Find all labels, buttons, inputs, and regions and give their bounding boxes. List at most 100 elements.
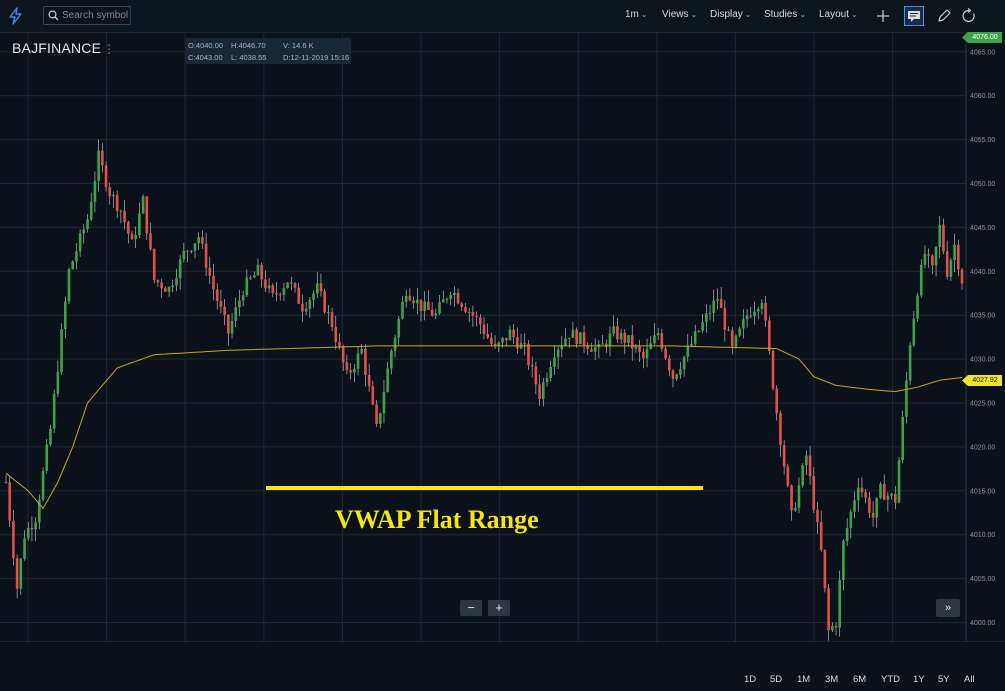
candle-body: [8, 482, 12, 521]
candle-body: [404, 295, 408, 302]
candle-body: [67, 269, 71, 302]
candle-body: [482, 324, 486, 334]
candle-body: [93, 180, 97, 202]
candle-body: [916, 295, 919, 319]
pencil-icon[interactable]: [934, 6, 954, 26]
range-5y[interactable]: 5Y: [938, 674, 950, 685]
range-5d[interactable]: 5D: [770, 674, 783, 685]
candle-body: [208, 267, 212, 276]
candle-body: [901, 416, 905, 461]
layout-label: Layout: [819, 9, 850, 20]
candle-body: [34, 522, 37, 530]
interval-menu[interactable]: 1m ⌄: [625, 9, 648, 20]
views-menu[interactable]: Views ⌄: [662, 9, 697, 20]
candle-body: [434, 313, 438, 316]
candle-body: [756, 309, 760, 312]
y-tick-label: 4025.00: [970, 401, 995, 408]
candle-body: [160, 282, 163, 289]
candle-body: [853, 500, 856, 512]
symbol-more-icon[interactable]: ⋮: [103, 42, 115, 56]
chat-icon[interactable]: [904, 6, 924, 26]
candle-body: [538, 384, 541, 399]
candle-body: [575, 329, 578, 344]
candle-body: [645, 349, 649, 359]
candle-body: [527, 343, 530, 366]
lightning-icon[interactable]: [7, 7, 25, 25]
candle-body: [145, 196, 149, 234]
zoom-in-button[interactable]: +: [488, 600, 510, 616]
layout-menu[interactable]: Layout ⌄: [819, 9, 858, 20]
candle-body: [553, 357, 556, 368]
candle-body: [12, 520, 15, 559]
candle-body: [753, 311, 756, 317]
refresh-icon[interactable]: [959, 6, 979, 26]
range-all[interactable]: All: [964, 674, 975, 685]
candle-body: [38, 499, 41, 523]
search-box[interactable]: [43, 6, 131, 25]
candle-body: [238, 300, 241, 308]
candle-body: [156, 280, 160, 283]
price-chart[interactable]: 4065.00 4060.00 4055.00 4050.00 4045.00 4040.…: [0, 33, 1005, 642]
candle-body: [63, 301, 67, 330]
range-3m[interactable]: 3M: [825, 674, 839, 685]
candle-body: [75, 251, 78, 262]
plus-icon[interactable]: [873, 6, 893, 26]
candle-body: [52, 393, 56, 429]
candle-body: [675, 374, 678, 379]
candle-body: [834, 625, 838, 628]
candle-body: [849, 511, 853, 529]
candle-body: [371, 386, 375, 405]
candle-body: [78, 233, 82, 252]
candle-body: [182, 250, 186, 260]
candle-body: [386, 368, 389, 392]
candle-body: [619, 332, 623, 340]
display-menu[interactable]: Display ⌄: [710, 9, 752, 20]
range-6m[interactable]: 6M: [853, 674, 867, 685]
candle-body: [894, 493, 897, 503]
candle-body: [819, 522, 823, 550]
candle-body: [679, 369, 682, 375]
candle-body: [771, 351, 775, 389]
date-value: D:12-11-2019 15:16: [283, 53, 350, 62]
candle-body: [175, 278, 178, 286]
volume-value: V: 14.6 K: [283, 41, 314, 50]
y-tick-label: 4010.00: [970, 532, 995, 539]
candle-body: [401, 301, 404, 319]
candle-body: [908, 345, 912, 381]
search-input[interactable]: [62, 8, 128, 23]
candle-body: [286, 282, 289, 288]
scroll-right-button[interactable]: »: [936, 599, 960, 617]
candle-body: [623, 332, 627, 343]
candle-body: [949, 260, 953, 277]
candle-body: [749, 315, 753, 317]
candle-body: [26, 527, 30, 539]
candle-body: [423, 301, 427, 312]
candle-body: [534, 366, 538, 385]
candle-body: [875, 497, 879, 518]
candle-body: [412, 300, 415, 304]
candle-body: [304, 308, 308, 312]
symbol-name[interactable]: BAJFINANCE: [12, 40, 102, 56]
range-ytd[interactable]: YTD: [881, 674, 900, 685]
candle-body: [812, 476, 816, 510]
candle-body: [141, 196, 145, 214]
candle-body: [734, 335, 738, 347]
candle-body: [864, 492, 867, 498]
candle-body: [667, 358, 671, 371]
range-selector: 1D 5D 1M 3M 6M YTD 1Y 5Y All: [0, 664, 1005, 691]
candle-body: [297, 287, 301, 304]
candle-body: [41, 470, 45, 500]
range-1d[interactable]: 1D: [744, 674, 757, 685]
candle-body: [445, 299, 449, 301]
range-1y[interactable]: 1Y: [913, 674, 925, 685]
range-1m[interactable]: 1M: [797, 674, 811, 685]
candle-body: [152, 249, 156, 281]
y-tick-label: 4065.00: [970, 49, 995, 56]
candle-body: [845, 528, 849, 541]
zoom-out-button[interactable]: −: [460, 600, 482, 616]
close-value: C:4043.00: [188, 53, 223, 62]
candle-body: [86, 219, 89, 230]
candle-body: [453, 292, 456, 296]
toolbar: 1m⌄ Views⌄ Display⌄ Studies⌄ Layout⌄: [0, 0, 1005, 33]
studies-menu[interactable]: Studies ⌄: [764, 9, 806, 20]
